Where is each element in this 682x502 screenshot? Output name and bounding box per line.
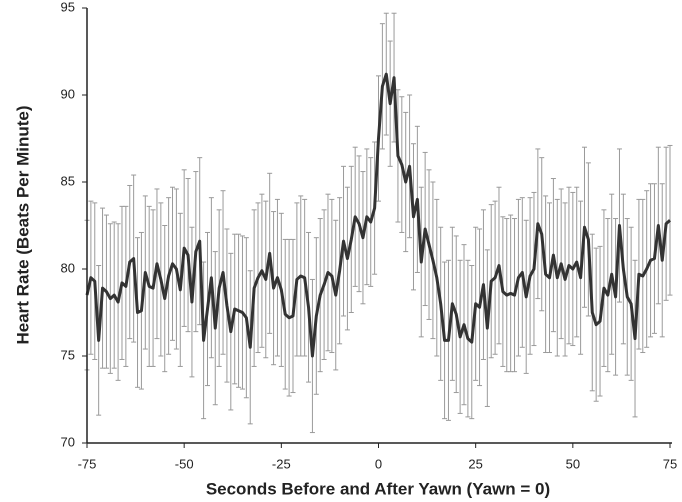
x-tick-label: 25	[468, 456, 482, 471]
heart-rate-line	[85, 72, 672, 358]
y-tick-label: 95	[61, 0, 75, 14]
x-tick-label: -25	[272, 456, 291, 471]
y-axis-label: Heart Rate (Beats Per Minute)	[13, 105, 32, 344]
y-tick-label: 80	[61, 260, 75, 275]
x-tick-label: -50	[175, 456, 194, 471]
x-tick-label: 0	[375, 456, 382, 471]
y-tick-label: 75	[61, 347, 75, 362]
y-tick-label: 85	[61, 173, 75, 188]
x-tick-label: 50	[566, 456, 580, 471]
x-tick-label: 75	[663, 456, 677, 471]
y-tick-label: 90	[61, 86, 75, 101]
x-tick-label: -75	[78, 456, 97, 471]
y-tick-label: 70	[61, 434, 75, 449]
x-axis-label: Seconds Before and After Yawn (Yawn = 0)	[206, 479, 550, 498]
